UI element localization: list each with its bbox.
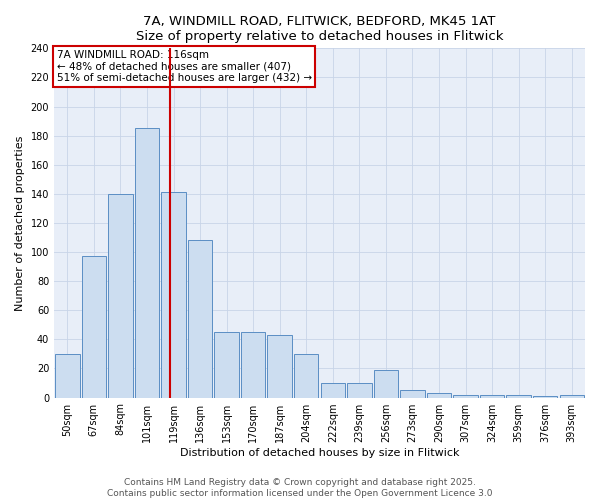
- Text: 7A WINDMILL ROAD: 116sqm
← 48% of detached houses are smaller (407)
51% of semi-: 7A WINDMILL ROAD: 116sqm ← 48% of detach…: [56, 50, 312, 84]
- Bar: [214, 332, 239, 398]
- Bar: [427, 393, 451, 398]
- X-axis label: Distribution of detached houses by size in Flitwick: Distribution of detached houses by size …: [180, 448, 459, 458]
- Bar: [135, 128, 159, 398]
- Bar: [241, 332, 265, 398]
- Bar: [82, 256, 106, 398]
- Bar: [454, 394, 478, 398]
- Bar: [320, 383, 345, 398]
- Bar: [55, 354, 80, 398]
- Bar: [374, 370, 398, 398]
- Bar: [108, 194, 133, 398]
- Bar: [268, 335, 292, 398]
- Y-axis label: Number of detached properties: Number of detached properties: [15, 136, 25, 310]
- Bar: [400, 390, 425, 398]
- Title: 7A, WINDMILL ROAD, FLITWICK, BEDFORD, MK45 1AT
Size of property relative to deta: 7A, WINDMILL ROAD, FLITWICK, BEDFORD, MK…: [136, 15, 503, 43]
- Bar: [294, 354, 319, 398]
- Bar: [161, 192, 186, 398]
- Bar: [480, 394, 504, 398]
- Bar: [188, 240, 212, 398]
- Bar: [347, 383, 371, 398]
- Text: Contains HM Land Registry data © Crown copyright and database right 2025.
Contai: Contains HM Land Registry data © Crown c…: [107, 478, 493, 498]
- Bar: [506, 394, 531, 398]
- Bar: [533, 396, 557, 398]
- Bar: [560, 394, 584, 398]
